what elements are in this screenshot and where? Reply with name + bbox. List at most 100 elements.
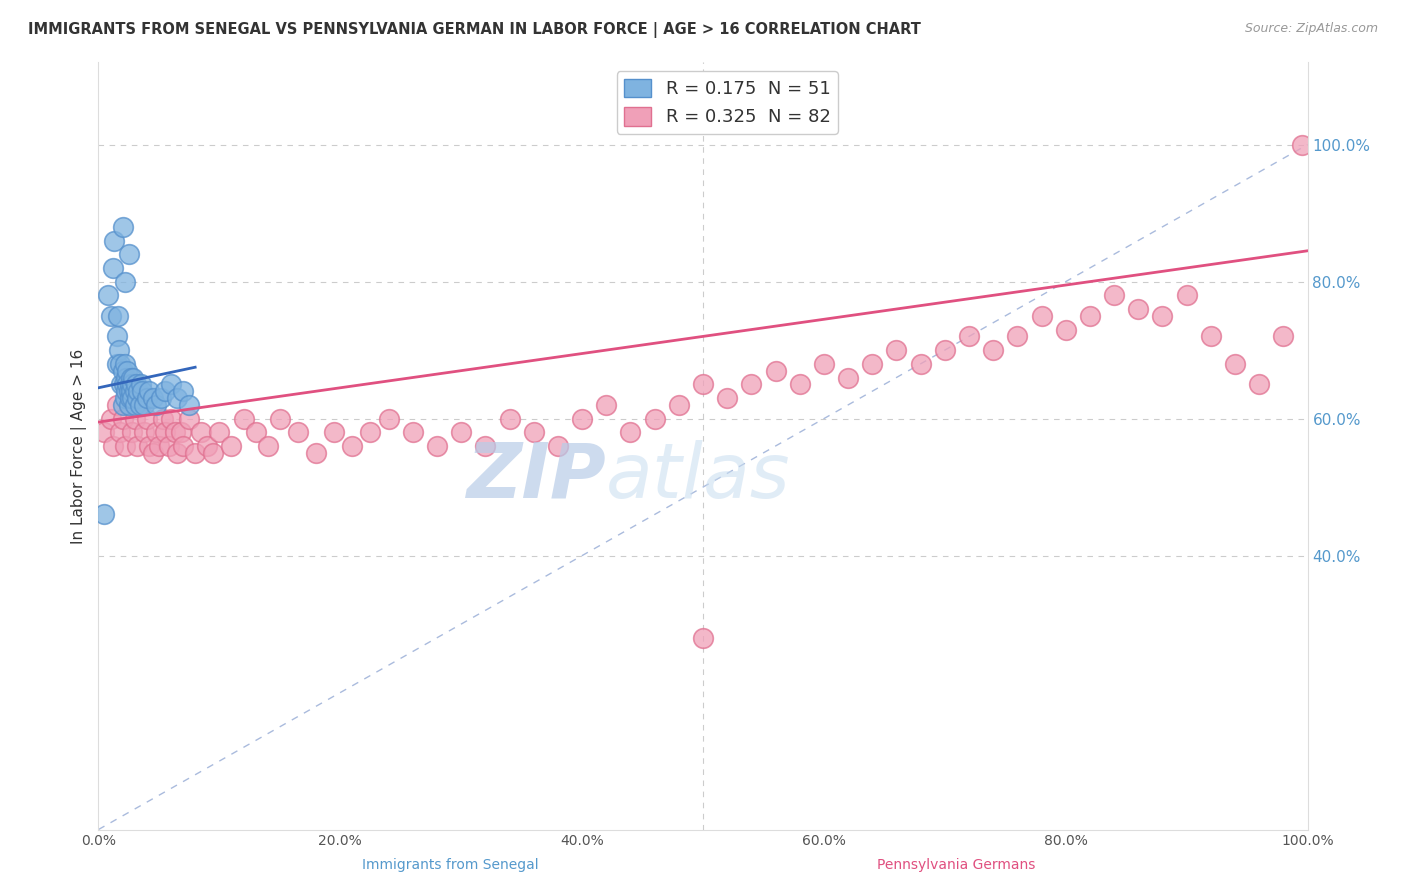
Point <box>105 398 128 412</box>
Point <box>789 377 811 392</box>
Point <box>131 384 153 399</box>
Point <box>269 411 291 425</box>
Point <box>148 439 170 453</box>
Point <box>166 391 188 405</box>
Point <box>101 439 124 453</box>
Point <box>135 411 157 425</box>
Point <box>121 377 143 392</box>
Point <box>115 384 138 399</box>
Point <box>128 398 150 412</box>
Point <box>1272 329 1295 343</box>
Point <box>120 370 142 384</box>
Point <box>157 439 180 453</box>
Point <box>179 411 201 425</box>
Point <box>160 377 183 392</box>
Point <box>1054 322 1077 336</box>
Point <box>153 384 176 399</box>
Point <box>957 329 980 343</box>
Point <box>114 357 136 371</box>
Point <box>135 391 157 405</box>
Point <box>125 377 148 392</box>
Point <box>1031 309 1053 323</box>
Point <box>910 357 932 371</box>
Text: ZIP: ZIP <box>467 440 606 514</box>
Point <box>450 425 472 440</box>
Point <box>668 398 690 412</box>
Point <box>142 391 165 405</box>
Point <box>256 439 278 453</box>
Point <box>163 425 186 440</box>
Point <box>115 370 138 384</box>
Point <box>208 425 231 440</box>
Point <box>111 398 134 412</box>
Point <box>813 357 835 371</box>
Point <box>129 377 152 392</box>
Point <box>121 391 143 405</box>
Point <box>179 398 201 412</box>
Point <box>498 411 520 425</box>
Point <box>145 425 167 440</box>
Point <box>93 508 115 522</box>
Point <box>1199 329 1222 343</box>
Point <box>172 384 194 399</box>
Point <box>765 364 787 378</box>
Point <box>981 343 1004 358</box>
Text: atlas: atlas <box>606 440 790 514</box>
Point <box>323 425 346 440</box>
Point <box>1128 301 1150 316</box>
Point <box>112 377 135 392</box>
Point <box>129 398 152 412</box>
Point <box>1102 288 1125 302</box>
Point <box>1175 288 1198 302</box>
Point <box>117 364 139 378</box>
Point <box>934 343 956 358</box>
Point <box>152 411 174 425</box>
Point <box>118 384 141 399</box>
Point <box>1223 357 1246 371</box>
Point <box>195 439 218 453</box>
Point <box>245 425 267 440</box>
Point <box>134 425 156 440</box>
Point <box>107 309 129 323</box>
Point <box>886 343 908 358</box>
Point <box>166 446 188 460</box>
Point <box>127 391 149 405</box>
Point <box>114 439 136 453</box>
Point <box>110 377 132 392</box>
Point <box>190 425 212 440</box>
Point <box>111 411 134 425</box>
Text: IMMIGRANTS FROM SENEGAL VS PENNSYLVANIA GERMAN IN LABOR FORCE | AGE > 16 CORRELA: IMMIGRANTS FROM SENEGAL VS PENNSYLVANIA … <box>28 22 921 38</box>
Point <box>184 446 207 460</box>
Point <box>127 384 149 399</box>
Point <box>523 425 546 440</box>
Point <box>221 439 243 453</box>
Point <box>118 247 141 261</box>
Point <box>108 425 131 440</box>
Point <box>860 357 883 371</box>
Point <box>103 234 125 248</box>
Text: Immigrants from Senegal: Immigrants from Senegal <box>361 858 538 872</box>
Point <box>287 425 309 440</box>
Text: Pennsylvania Germans: Pennsylvania Germans <box>877 858 1035 872</box>
Point <box>111 219 134 234</box>
Point <box>474 439 496 453</box>
Point <box>118 377 141 392</box>
Point <box>169 425 191 440</box>
Point <box>122 370 145 384</box>
Point <box>150 391 173 405</box>
Point <box>134 398 156 412</box>
Point <box>595 398 617 412</box>
Point <box>342 439 364 453</box>
Point <box>692 631 714 645</box>
Point <box>100 309 122 323</box>
Point <box>138 384 160 399</box>
Point <box>644 411 666 425</box>
Point <box>97 288 120 302</box>
Point <box>120 384 142 399</box>
Point <box>118 391 141 405</box>
Point <box>118 398 141 412</box>
Point <box>108 357 131 371</box>
Point <box>426 439 449 453</box>
Point <box>114 275 136 289</box>
Point <box>105 329 128 343</box>
